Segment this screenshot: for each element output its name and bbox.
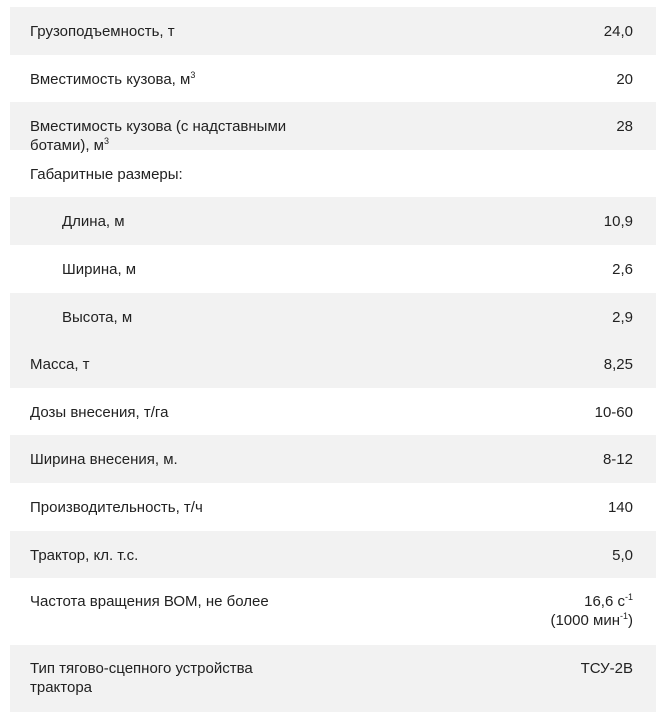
spec-label: Ширина внесения, м. xyxy=(30,450,178,469)
spec-value: 8,25 xyxy=(604,355,633,374)
spec-label: Высота, м xyxy=(30,308,132,327)
spec-row: Производительность, т/ч 140 xyxy=(10,483,656,531)
spec-label-text: Дозы внесения, т/га xyxy=(30,403,169,421)
spec-label: Габаритные размеры: xyxy=(30,165,183,184)
spec-row: Габаритные размеры: xyxy=(10,150,656,198)
spec-row: Ширина, м 2,6 xyxy=(10,245,656,293)
spec-label-text: Ширина внесения, м. xyxy=(30,451,178,469)
spec-label: Грузоподъемность, т xyxy=(30,22,175,41)
spec-value-text: (1000 мин xyxy=(550,612,620,630)
spec-value-text: ) xyxy=(628,612,633,630)
spec-value: 20 xyxy=(616,70,633,89)
spec-value-text: 20 xyxy=(616,70,633,88)
spec-row: Масса, т 8,25 xyxy=(10,340,656,388)
unit-superscript: 3 xyxy=(103,136,109,147)
spec-row: Дозы внесения, т/га 10-60 xyxy=(10,388,656,436)
unit-superscript: 3 xyxy=(190,69,196,80)
spec-value-text: 2,6 xyxy=(612,260,633,278)
spec-label: Вместимость кузова, м3 xyxy=(30,70,195,89)
spec-value: 10-60 xyxy=(595,403,633,422)
spec-label: Вместимость кузова (с надставными ботами… xyxy=(30,117,330,155)
spec-label: Ширина, м xyxy=(30,260,136,279)
spec-label: Частота вращения ВОМ, не более xyxy=(30,592,269,611)
spec-value: 10,9 xyxy=(604,212,633,231)
unit-superscript: -1 xyxy=(624,592,633,603)
spec-label-text: Масса, т xyxy=(30,356,90,374)
spec-value-text: 10,9 xyxy=(603,213,633,231)
spec-label-text: Частота вращения ВОМ, не более xyxy=(30,593,269,611)
spec-value-text: 28 xyxy=(616,118,633,136)
spec-value: ТСУ-2В xyxy=(581,659,633,678)
spec-label-text: Трактор, кл. т.с. xyxy=(30,546,139,564)
spec-value-text: 140 xyxy=(607,498,633,516)
spec-row: Вместимость кузова, м3 20 xyxy=(10,55,656,103)
spec-value: 16,6 с-1 (1000 мин-1) xyxy=(550,592,633,630)
spec-row: Тип тягово-сцепного устройства трактора Т… xyxy=(10,645,656,713)
spec-label: Трактор, кл. т.с. xyxy=(30,546,138,565)
spec-label-text: Грузоподъемность, т xyxy=(30,23,175,40)
spec-label-text: Длина, м xyxy=(62,213,125,231)
spec-label: Тип тягово-сцепного устройства трактора xyxy=(30,659,300,697)
spec-value-text: 5,0 xyxy=(612,546,633,564)
spec-value: 8-12 xyxy=(603,450,633,469)
spec-label-text: Вместимость кузова, м xyxy=(30,70,191,88)
spec-value: 2,9 xyxy=(612,308,633,327)
spec-value-text: 2,9 xyxy=(612,308,633,326)
spec-row: Высота, м 2,9 xyxy=(10,292,656,341)
spec-value-text: 16,6 с xyxy=(584,593,625,611)
spec-row: Вместимость кузова (с надставными ботами… xyxy=(10,102,656,154)
spec-value-text: 10-60 xyxy=(594,403,633,421)
spec-row: Ширина внесения, м. 8-12 xyxy=(10,435,656,483)
spec-value-text: 8,25 xyxy=(603,356,633,374)
spec-value: 140 xyxy=(608,498,633,517)
spec-row: Длина, м 10,9 xyxy=(10,197,656,245)
spec-label: Масса, т xyxy=(30,355,90,374)
spec-row: Трактор, кл. т.с. 5,0 xyxy=(10,530,656,579)
spec-value: 5,0 xyxy=(612,546,633,565)
spec-label-text: Вместимость кузова (с надставными ботами… xyxy=(30,118,287,155)
spec-label: Дозы внесения, т/га xyxy=(30,403,168,422)
spec-value-text: ТСУ-2В xyxy=(580,660,633,678)
spec-value-text: 8-12 xyxy=(602,451,633,469)
spec-label: Производительность, т/ч xyxy=(30,498,203,517)
specifications-table: Грузоподъемность, т 24,0 Вместимость кузов… xyxy=(10,7,656,713)
spec-label-text: Габаритные размеры: xyxy=(30,165,183,183)
spec-row: Грузоподъемность, т 24,0 xyxy=(10,7,656,55)
spec-label-text: Высота, м xyxy=(62,308,133,326)
spec-value: 28 xyxy=(616,117,633,136)
spec-value: 24,0 xyxy=(604,22,633,41)
spec-value: 2,6 xyxy=(612,260,633,279)
spec-row: Частота вращения ВОМ, не более 16,6 с-1 (1… xyxy=(10,578,656,645)
spec-value-text: 24,0 xyxy=(603,23,633,40)
unit-superscript: -1 xyxy=(619,611,628,622)
spec-label: Длина, м xyxy=(30,212,125,231)
spec-label-text: Тип тягово-сцепного устройства трактора xyxy=(30,660,253,697)
spec-label-text: Ширина, м xyxy=(62,260,137,278)
spec-label-text: Производительность, т/ч xyxy=(30,498,203,516)
